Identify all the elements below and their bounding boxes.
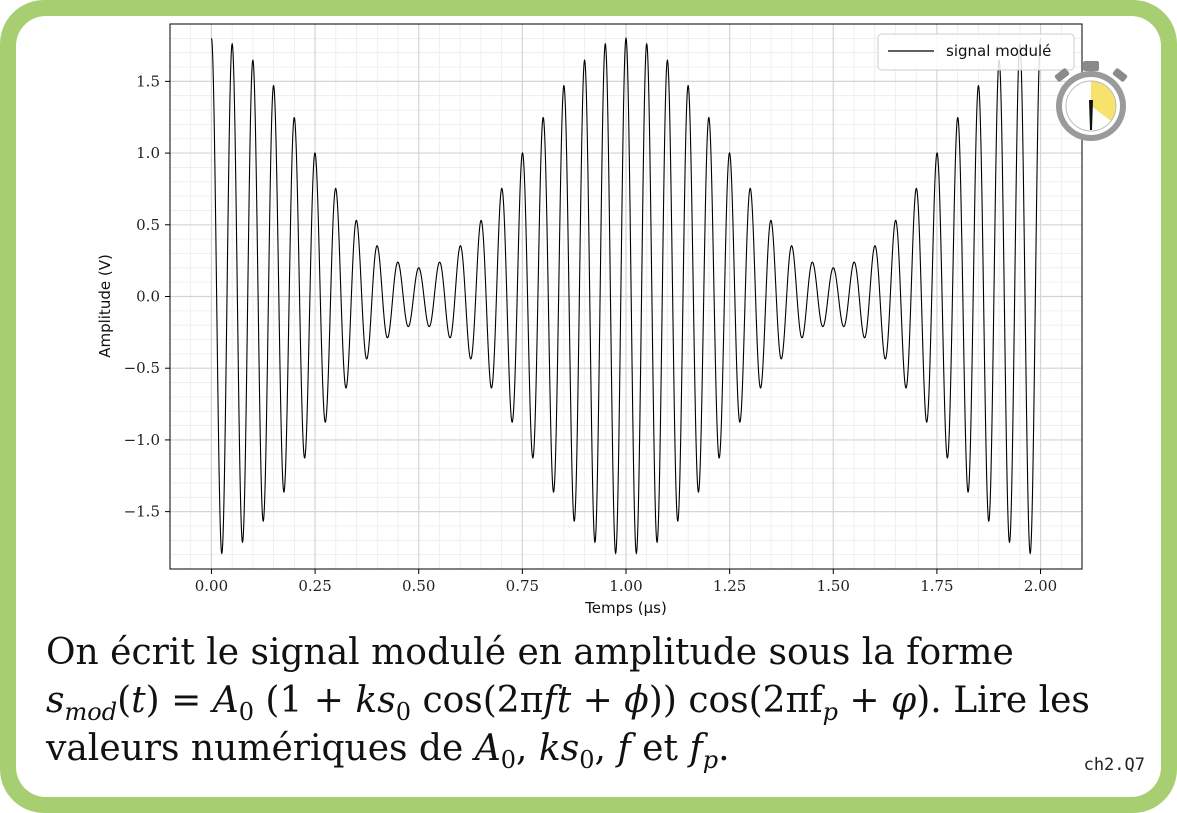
- y-tick-label: −1.5: [124, 503, 160, 521]
- x-tick-label: 2.00: [1024, 577, 1057, 595]
- y-tick-label: −0.5: [124, 359, 160, 377]
- y-tick-label: 0.0: [136, 288, 160, 306]
- x-tick-label: 1.50: [817, 577, 850, 595]
- x-tick-label: 1.25: [713, 577, 746, 595]
- formula-carrier: cos(2πf: [688, 680, 823, 721]
- question-line-3: valeurs numériques de: [46, 728, 464, 769]
- legend-box: [877, 33, 1075, 71]
- question-line-1: On écrit le signal modulé en amplitude s…: [46, 632, 1014, 673]
- y-tick-label: 0.5: [136, 216, 160, 234]
- legend: signal modulé: [877, 33, 1075, 71]
- chart: 0.00 0.25 0.50 0.75 1.00 1.25 1.50 1.75 2.00 −1.…: [96, 23, 1128, 616]
- x-tick-label: 0.75: [506, 577, 539, 595]
- question-text: On écrit le signal modulé en amplitude s…: [46, 629, 1134, 773]
- question-id: ch2.Q7: [1083, 755, 1145, 775]
- y-tick-label: −1.0: [124, 431, 160, 449]
- stopwatch-icon: [1054, 61, 1128, 141]
- x-axis: 0.00 0.25 0.50 0.75 1.00 1.25 1.50 1.75 2.00: [195, 569, 1057, 595]
- y-tick-label: 1.0: [136, 144, 160, 162]
- legend-label: signal modulé: [946, 42, 1051, 60]
- question-line-2-end: Lire les: [953, 680, 1090, 721]
- x-axis-label: Temps (μs): [584, 599, 667, 616]
- x-tick-label: 0.50: [402, 577, 435, 595]
- y-tick-label: 1.5: [136, 72, 160, 90]
- y-axis-label: Amplitude (V): [96, 254, 114, 358]
- x-tick-label: 1.00: [609, 577, 642, 595]
- major-grid: [170, 24, 1082, 569]
- question-formula: smod(t) = A0 (1 + ks0 cos(2πft + ϕ)) cos…: [46, 680, 942, 726]
- series-signal-module: [210, 36, 1042, 555]
- y-axis: −1.5 −1.0 −0.5 0.0 0.5 1.0 1.5: [124, 72, 170, 521]
- x-tick-label: 0.25: [298, 577, 331, 595]
- question-variables: A0, ks0, f et fp.: [474, 728, 730, 774]
- x-tick-label: 0.00: [195, 577, 228, 595]
- question-card: 0.00 0.25 0.50 0.75 1.00 1.25 1.50 1.75 2.00 −1.…: [16, 16, 1161, 797]
- x-tick-label: 1.75: [920, 577, 953, 595]
